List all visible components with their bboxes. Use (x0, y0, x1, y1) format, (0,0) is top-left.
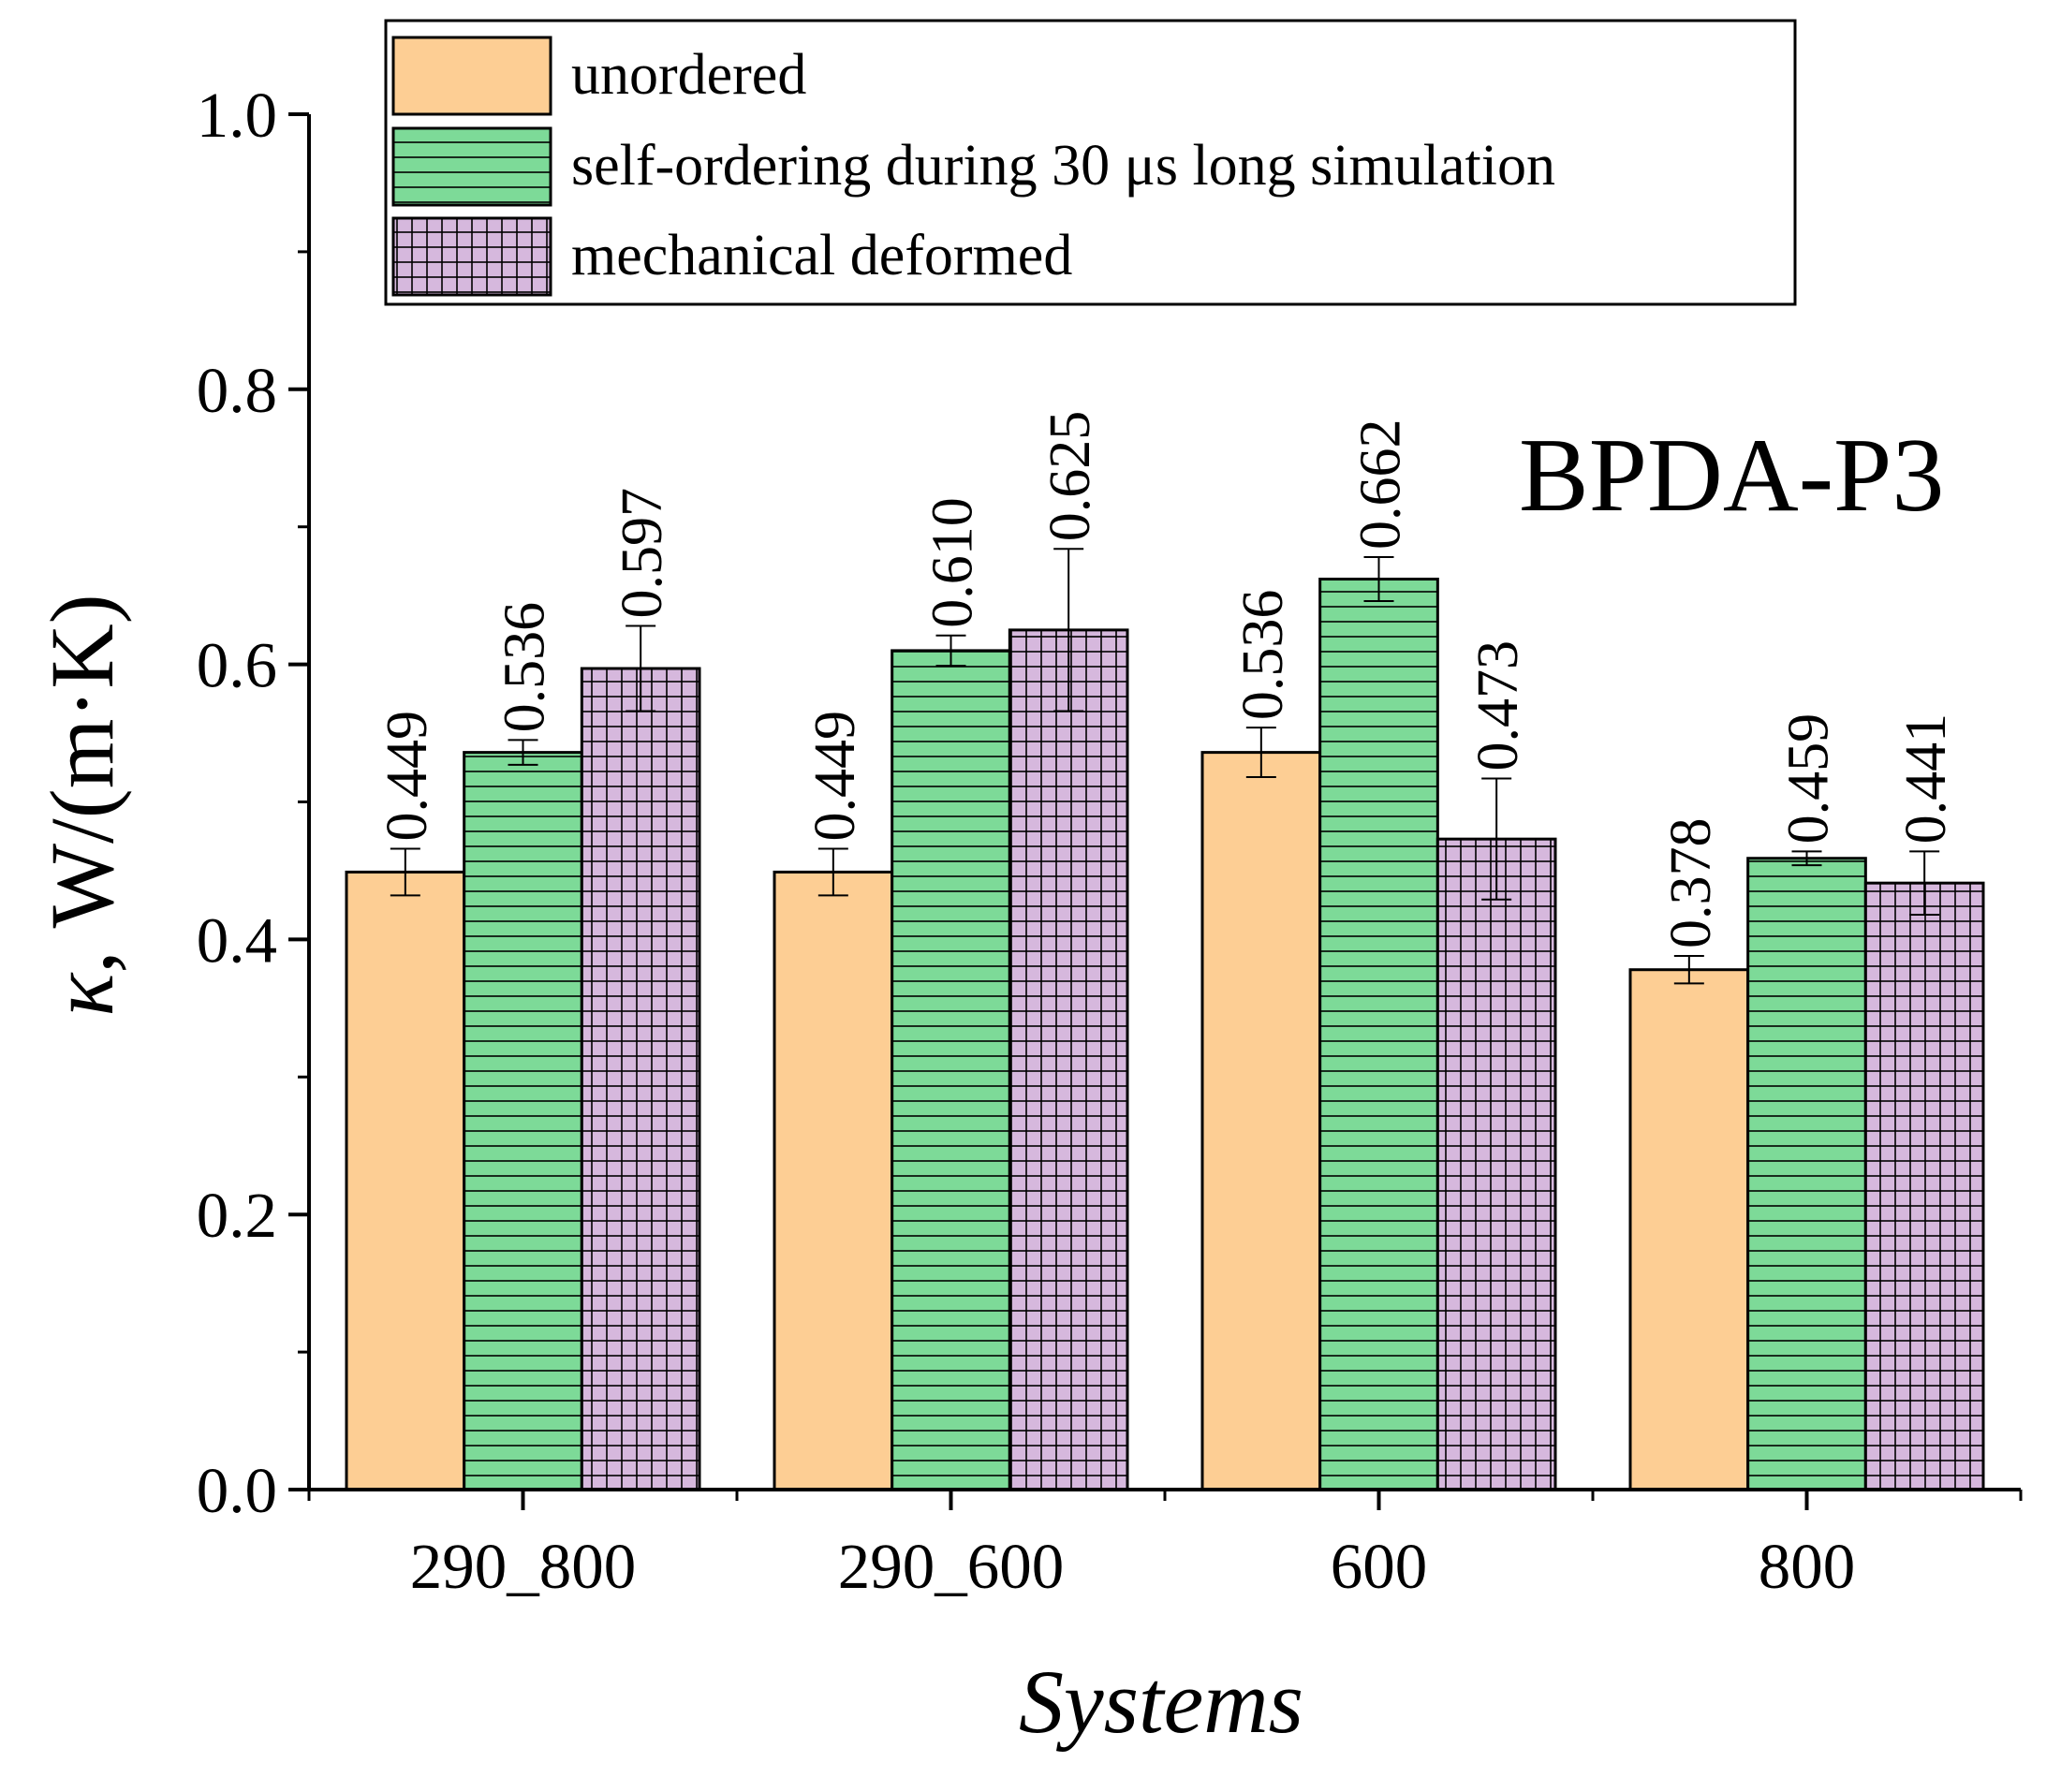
x-tick-label: 290_800 (410, 1531, 637, 1602)
bar (346, 872, 464, 1490)
data-label: 0.459 (1777, 713, 1841, 845)
data-label: 0.610 (921, 497, 985, 628)
data-labels-layer: 0.449 0.449 0.536 0.378 0.536 0.610 0.662 0.459… (375, 411, 1958, 948)
y-tick-label: 0.4 (197, 904, 277, 976)
bar (774, 872, 892, 1490)
bar-hatch (891, 650, 1010, 1490)
legend-label: unordered (571, 43, 806, 107)
x-axis-title: Systems (1019, 1652, 1303, 1752)
bars-layer (345, 578, 1985, 1491)
data-label: 0.536 (493, 602, 557, 733)
bar-hatch (1009, 629, 1127, 1490)
bar (1202, 752, 1320, 1490)
legend-swatch-hatch (393, 128, 551, 205)
bar-hatch (464, 752, 582, 1490)
x-tick-label: 290_600 (838, 1531, 1065, 1602)
y-tick-label: 1.0 (197, 80, 277, 151)
legend-label: self-ordering during 30 μs long simulati… (571, 134, 1555, 198)
y-tick-label: 0.2 (197, 1180, 277, 1251)
bar-hatch (581, 668, 699, 1490)
y-axis-title: κ, W/(m·K) (32, 594, 132, 1016)
bar-hatch (1865, 883, 1983, 1490)
error-bars-layer (390, 548, 1940, 985)
y-ticks: 0.0 0.2 0.4 0.6 0.8 1.0 (197, 80, 309, 1526)
data-label: 0.597 (611, 488, 674, 619)
chart-annotation: BPDA-P3 (1519, 418, 1944, 534)
bar (1630, 969, 1748, 1490)
y-tick-label: 0.0 (197, 1455, 277, 1526)
legend-frame (384, 19, 1797, 306)
axes: 0.0 0.2 0.4 0.6 0.8 1.0 290_800 290_600 600 800 (197, 80, 2023, 1602)
data-label: 0.449 (375, 711, 439, 842)
x-tick-label: 600 (1331, 1531, 1428, 1602)
legend-swatch-outline (391, 216, 552, 297)
legend-swatch (393, 37, 551, 114)
y-tick-label: 0.8 (197, 355, 277, 426)
bar-hatch (1437, 839, 1555, 1490)
data-label: 0.662 (1349, 419, 1413, 551)
legend: unordered self-ordering during 30 μs long… (384, 19, 1797, 306)
data-label: 0.473 (1466, 640, 1530, 771)
data-label: 0.625 (1038, 411, 1102, 542)
data-label: 0.441 (1894, 713, 1958, 845)
y-tick-label: 0.6 (197, 630, 277, 701)
bar-hatch (1319, 579, 1438, 1490)
data-label: 0.536 (1231, 590, 1295, 721)
y-axis-title-rest: , W/(m·K) (32, 594, 132, 973)
legend-swatch-outline (391, 36, 552, 116)
data-label: 0.378 (1659, 818, 1723, 949)
legend-label: mechanical deformed (571, 224, 1072, 287)
data-label: 0.449 (803, 711, 867, 842)
legend-swatch-hatch (393, 218, 551, 295)
x-ticks: 290_800 290_600 600 800 (307, 1490, 2023, 1602)
bar-hatch (1747, 858, 1866, 1490)
x-tick-label: 800 (1759, 1531, 1856, 1602)
legend-swatch-outline (391, 126, 552, 207)
